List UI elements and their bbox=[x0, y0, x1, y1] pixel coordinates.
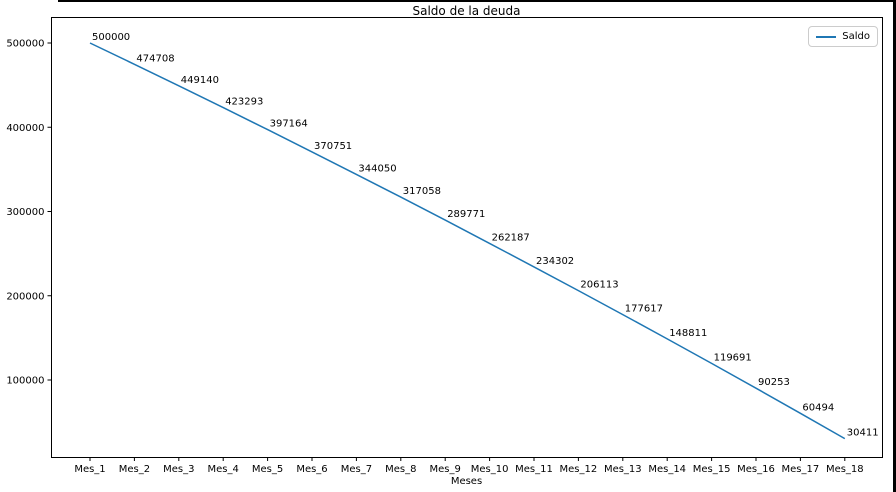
legend[interactable]: Saldo bbox=[808, 26, 878, 47]
data-label: 500000 bbox=[92, 32, 130, 43]
x-tick-label: Mes_1 bbox=[74, 464, 105, 475]
window-border-top bbox=[58, 0, 896, 2]
y-tick-label: 400000 bbox=[6, 123, 44, 134]
data-label: 60494 bbox=[802, 402, 834, 413]
x-tick-label: Mes_13 bbox=[604, 464, 642, 475]
x-tick-label: Mes_11 bbox=[515, 464, 553, 475]
y-tick-label: 100000 bbox=[6, 376, 44, 387]
data-label: 474708 bbox=[136, 53, 174, 64]
y-tick-label: 200000 bbox=[6, 291, 44, 302]
data-label: 289771 bbox=[447, 209, 485, 220]
data-label: 148811 bbox=[669, 328, 707, 339]
x-tick-label: Mes_5 bbox=[252, 464, 283, 475]
x-tick-label: Mes_16 bbox=[737, 464, 775, 475]
x-tick-label: Mes_4 bbox=[208, 464, 239, 475]
x-tick-label: Mes_18 bbox=[826, 464, 864, 475]
x-tick-label: Mes_8 bbox=[385, 464, 416, 475]
legend-line-sample bbox=[816, 35, 837, 38]
y-tick-label: 500000 bbox=[6, 39, 44, 50]
saldo-line bbox=[89, 42, 846, 440]
data-label: 423293 bbox=[225, 97, 263, 108]
data-label: 317058 bbox=[403, 186, 441, 197]
legend-label: Saldo bbox=[842, 31, 870, 42]
x-axis-label: Meses bbox=[450, 476, 483, 487]
data-label: 344050 bbox=[358, 163, 396, 174]
x-tick-label: Mes_15 bbox=[693, 464, 731, 475]
axes-frame bbox=[51, 17, 883, 458]
data-label: 234302 bbox=[536, 256, 574, 267]
data-label: 206113 bbox=[580, 280, 618, 291]
data-label: 262187 bbox=[492, 232, 530, 243]
y-tick-label: 300000 bbox=[6, 207, 44, 218]
x-tick-label: Mes_17 bbox=[782, 464, 820, 475]
data-label: 119691 bbox=[714, 352, 752, 363]
x-tick-label: Mes_6 bbox=[296, 464, 327, 475]
x-tick-label: Mes_2 bbox=[119, 464, 150, 475]
x-tick-label: Mes_9 bbox=[430, 464, 461, 475]
data-label: 90253 bbox=[758, 377, 790, 388]
chart-title: Saldo de la deuda bbox=[412, 4, 521, 18]
x-tick-label: Mes_10 bbox=[471, 464, 509, 475]
data-label: 30411 bbox=[847, 428, 879, 439]
data-label: 449140 bbox=[181, 75, 219, 86]
window-border-right bbox=[893, 0, 896, 492]
x-tick-label: Mes_12 bbox=[560, 464, 598, 475]
data-label: 370751 bbox=[314, 141, 352, 152]
data-label: 177617 bbox=[625, 304, 663, 315]
x-tick-label: Mes_3 bbox=[163, 464, 194, 475]
x-tick-label: Mes_14 bbox=[648, 464, 686, 475]
data-label: 397164 bbox=[270, 119, 308, 130]
x-tick-label: Mes_7 bbox=[341, 464, 372, 475]
